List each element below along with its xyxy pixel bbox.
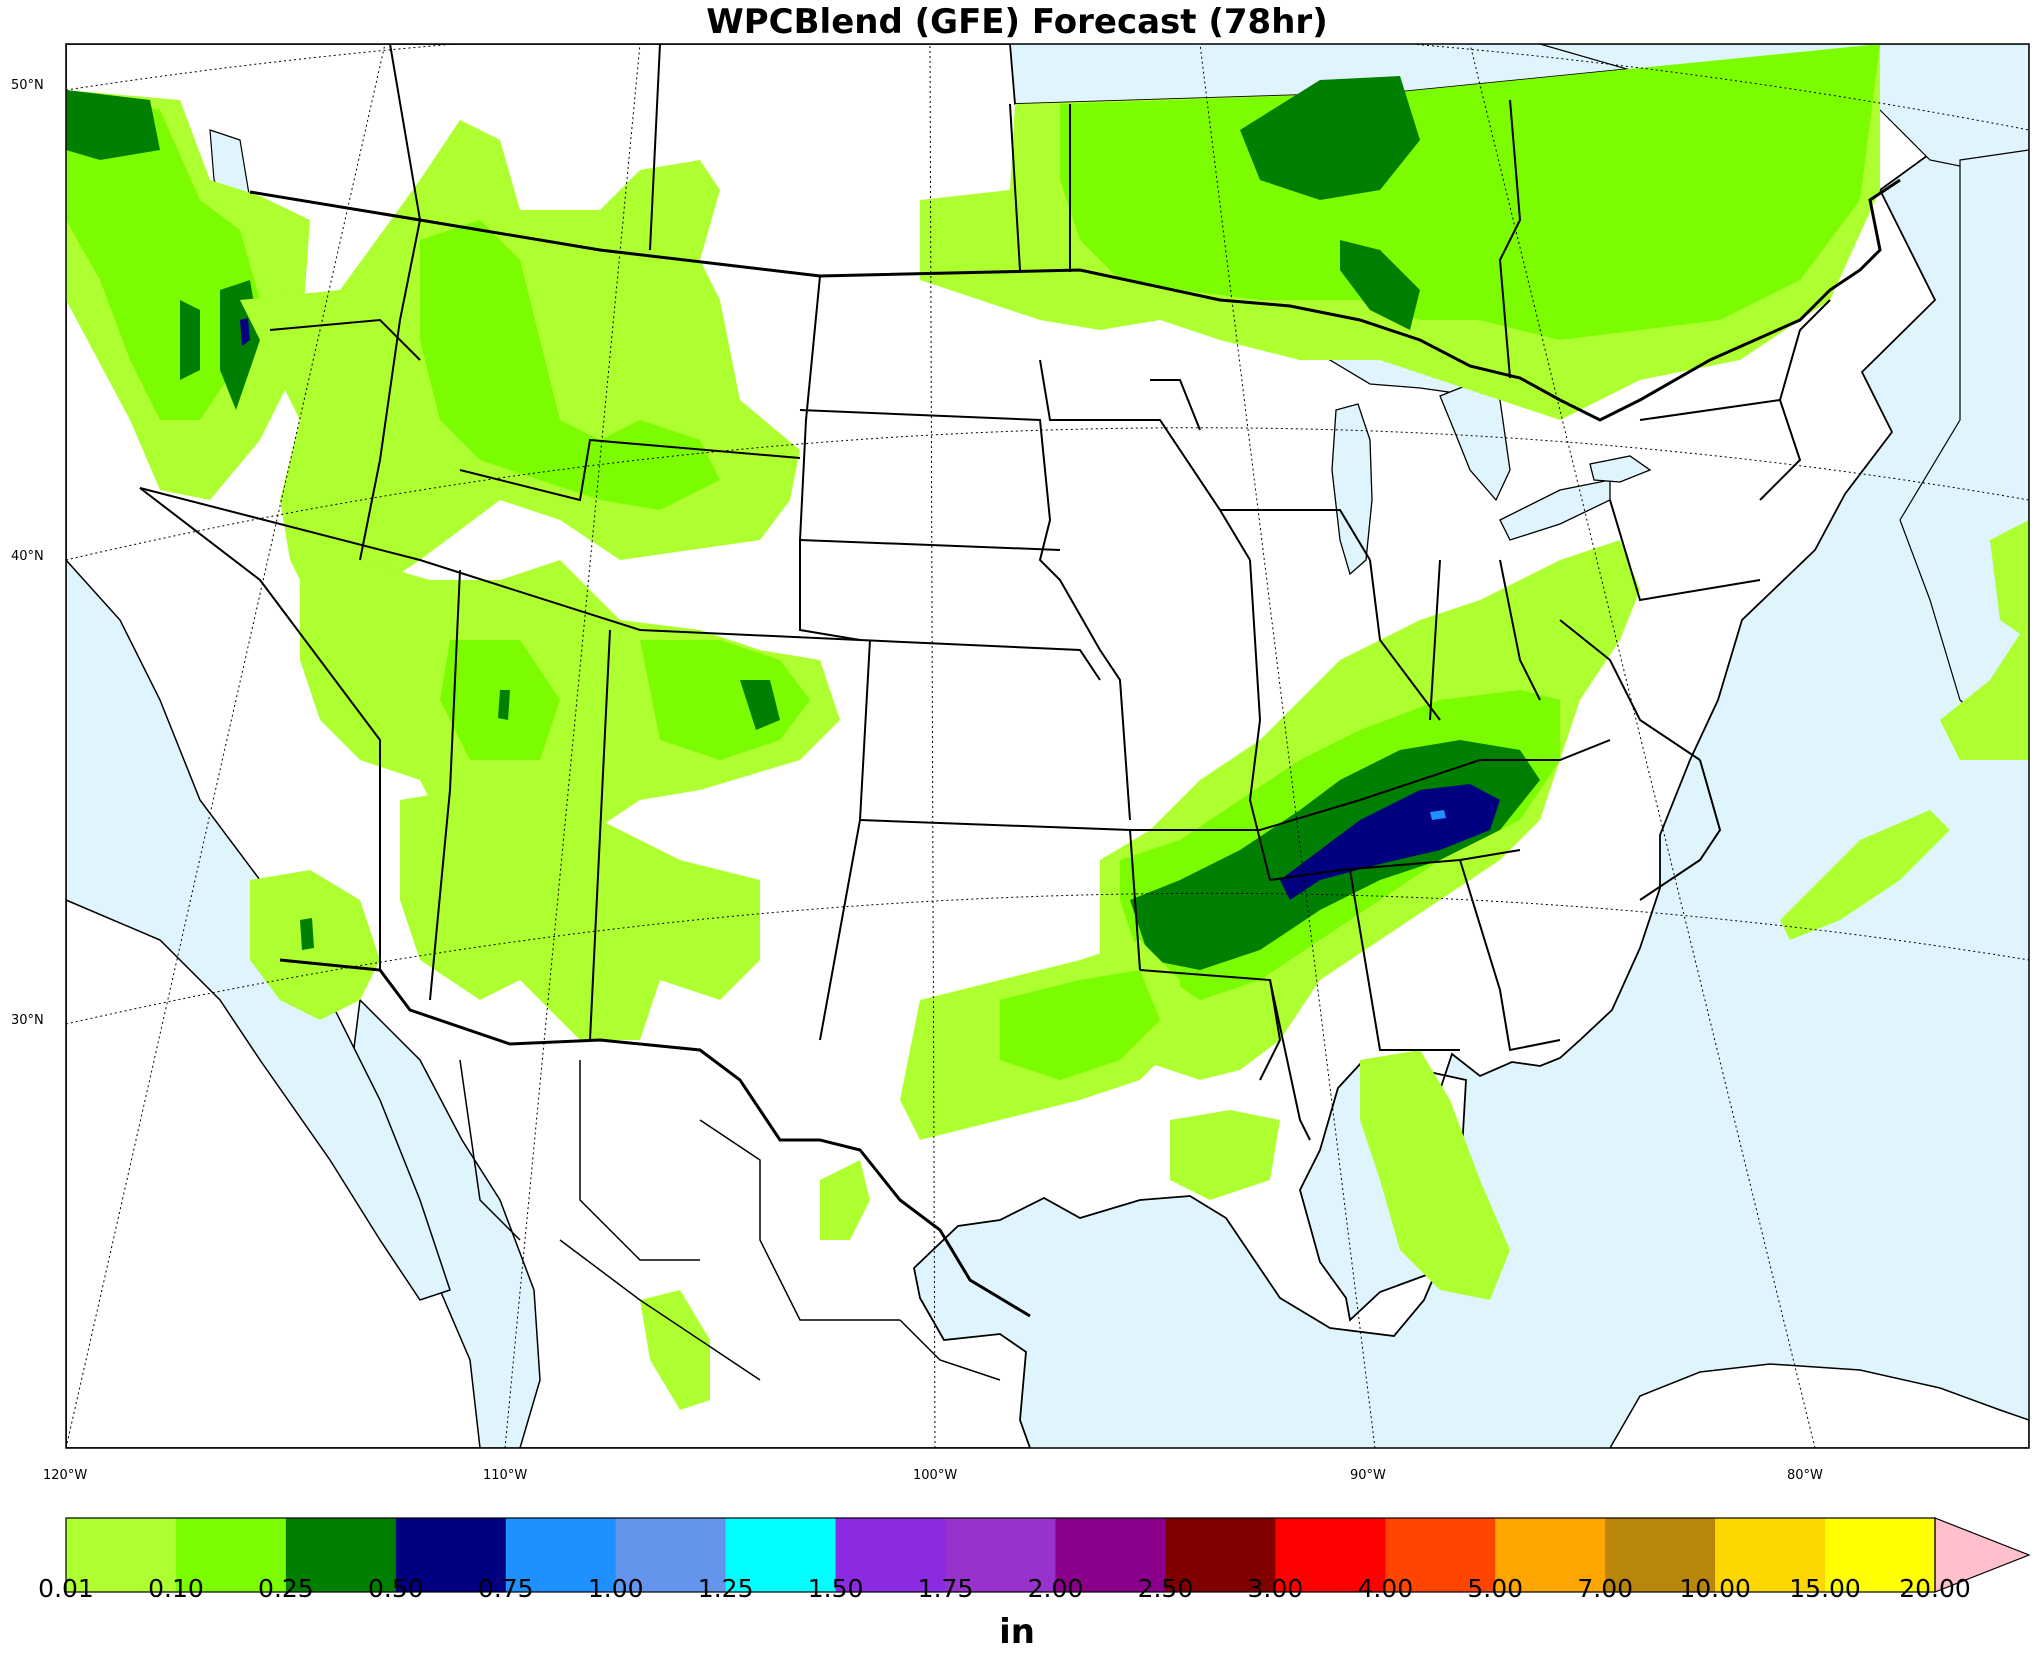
colorbar-bin (395, 1518, 507, 1592)
colorbar-tick-label: 2.00 (1027, 1574, 1084, 1603)
precip-southwest (400, 790, 760, 1040)
colorbar-bin (725, 1518, 837, 1592)
colorbar-bin (1605, 1518, 1716, 1592)
lon-label-110w: 110°W (483, 1468, 528, 1483)
map-title: WPCBlend (GFE) Forecast (78hr) (706, 2, 1328, 42)
land-cuba (1609, 1363, 2029, 1448)
colorbar-bin (1165, 1518, 1276, 1592)
lake-michigan (1331, 403, 1373, 576)
precip-pnw-mid (66, 90, 260, 420)
lon-label-100w: 100°W (913, 1468, 958, 1483)
colorbar-bin (615, 1518, 727, 1592)
colorbar-bin (1055, 1518, 1166, 1592)
precip-louisiana (1170, 1110, 1280, 1200)
colorbar-tick-label: 0.50 (367, 1574, 424, 1603)
colorbar-tick-label: 0.01 (38, 1574, 94, 1603)
precip-florida (1360, 1050, 1510, 1300)
colorbar-bin (945, 1518, 1056, 1592)
political-boundaries (139, 44, 1901, 1381)
precip-utah-colorado (300, 560, 840, 860)
colorbar-tick-label: 20.00 (1899, 1574, 1971, 1603)
colorbar-frame (65, 1517, 1936, 1593)
precip-mexico-1 (820, 1160, 870, 1240)
colorbar-bins (66, 1518, 1936, 1592)
east-water (1899, 149, 2029, 761)
colorbar-bin (1715, 1518, 1826, 1592)
precip-texas-mid (1000, 970, 1160, 1080)
precip-southern-california (250, 870, 380, 1020)
lat-label-30: 30°N (11, 1013, 44, 1028)
lon-label-90w: 90°W (1350, 1468, 1386, 1483)
colorbar-tick-label: 4.00 (1357, 1574, 1414, 1603)
colorbar-tick-label: 3.00 (1247, 1574, 1304, 1603)
colorbar-tick-label: 1.50 (807, 1574, 864, 1603)
colorbar-tick-label: 0.75 (477, 1574, 534, 1603)
colorbar-bin (835, 1518, 947, 1592)
colorbar-tick-label: 10.00 (1679, 1574, 1751, 1603)
colorbar-bin (1385, 1518, 1496, 1592)
colorbar-bin (505, 1518, 617, 1592)
colorbar-tick-label: 0.10 (148, 1574, 204, 1603)
colorbar-tick-label: 1.00 (587, 1574, 644, 1603)
lake-ontario (1589, 455, 1652, 483)
colorbar-bin (1825, 1518, 1936, 1592)
colorbar-bin (175, 1518, 287, 1592)
lat-label-40: 40°N (11, 549, 44, 564)
colorbar-tick-label: 1.25 (697, 1574, 754, 1603)
colorbar-bin (66, 1518, 177, 1592)
graticule (66, 44, 2029, 1448)
colorbar-tick-label: 0.25 (258, 1574, 314, 1603)
precip-colorado-mid (440, 640, 810, 760)
colorbar-tick-label: 15.00 (1789, 1574, 1861, 1603)
precip-socal-core (300, 918, 314, 950)
colorbar-tick-label: 5.00 (1467, 1574, 1524, 1603)
lat-label-50: 50°N (11, 78, 44, 93)
colorbar-units: in (999, 1612, 1035, 1652)
precip-atlantic-2 (1940, 520, 2029, 760)
precip-pnw-peak (240, 318, 250, 346)
precip-atlantic-1 (1780, 810, 1950, 940)
precip-northern-rockies-mid (420, 220, 720, 510)
precip-pnw-core (66, 90, 260, 410)
colorbar-tick-label: 1.75 (917, 1574, 974, 1603)
colorbar-tick-label: 2.50 (1137, 1574, 1194, 1603)
colorbar-tick-label: 7.00 (1577, 1574, 1634, 1603)
precip-mexico-2 (640, 1290, 710, 1410)
lon-label-120w: 120°W (43, 1468, 88, 1483)
precip-canada-core (1240, 76, 1420, 330)
lon-label-80w: 80°W (1787, 1468, 1823, 1483)
colorbar-bin (285, 1518, 397, 1592)
map-frame (65, 43, 2030, 1449)
precip-colorado-core (498, 680, 780, 730)
colorbar-bin (1275, 1518, 1386, 1592)
precip-tennessee-max (1430, 810, 1446, 820)
colorbar-bin (1495, 1518, 1606, 1592)
precip-layer (66, 44, 2029, 1410)
